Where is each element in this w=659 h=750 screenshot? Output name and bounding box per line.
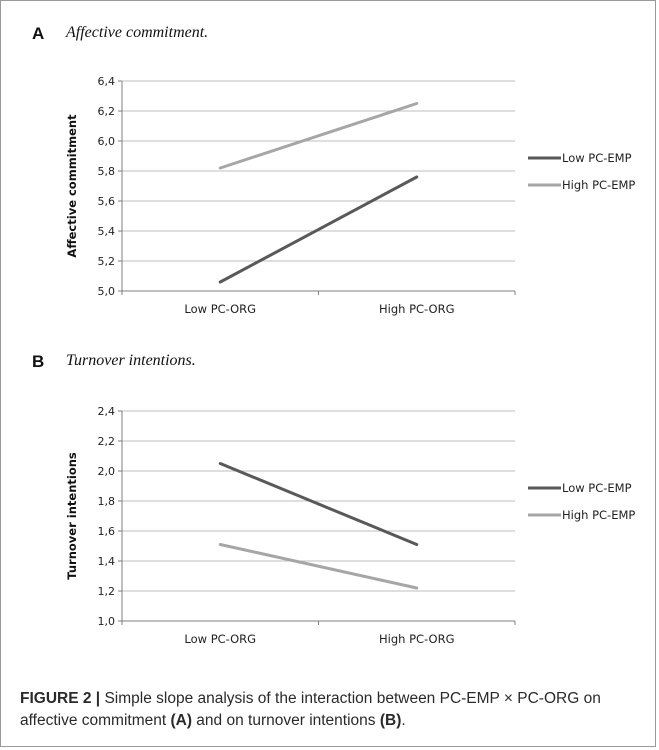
caption-text-3: .: [401, 712, 406, 729]
y-tick-label: 1,2: [98, 585, 116, 598]
chart-turnover-intentions: 1,0 1,2 1,4 1,6 1,8 2,0 2,2 2,4 Low PC-ORG High P…: [65, 405, 635, 646]
figure-caption: FIGURE 2 | Simple slope analysis of the …: [20, 688, 640, 732]
caption-ref-b: (B): [379, 712, 402, 729]
legend-label: Low PC-EMP: [562, 151, 632, 165]
y-tick-label: 6,0: [98, 135, 116, 148]
panel-a-letter: A: [32, 24, 45, 43]
y-tick-label: 2,0: [98, 465, 116, 478]
panel-b-letter: B: [32, 352, 45, 371]
y-tick-label: 6,2: [98, 105, 116, 118]
x-tick-label: High PC-ORG: [379, 302, 454, 316]
y-axis-label: Turnover intentions: [65, 452, 79, 580]
y-tick-label: 5,6: [98, 195, 116, 208]
caption-ref-a: (A): [170, 712, 192, 729]
y-tick-label: 1,4: [98, 555, 116, 568]
series-line-high-pc-emp: [218, 102, 419, 170]
series-line-low-pc-emp: [218, 462, 419, 546]
caption-text-1: Simple slope analysis of the interaction…: [20, 690, 601, 729]
y-tick-label: 5,8: [98, 165, 116, 178]
panel-a-title: Affective commitment.: [66, 24, 209, 41]
y-tick-label: 1,8: [98, 495, 116, 508]
y-tick-label: 6,4: [98, 75, 116, 88]
x-tick-label: High PC-ORG: [379, 632, 454, 646]
x-tick-label: Low PC-ORG: [184, 302, 256, 316]
y-tick-label: 5,2: [98, 255, 116, 268]
panel-b-title: Turnover intentions.: [66, 352, 196, 369]
y-tick-label: 1,0: [98, 615, 116, 628]
caption-text-2: and on turnover intentions: [192, 712, 380, 729]
legend-label: High PC-EMP: [562, 178, 635, 192]
y-axis-label: Affective commitment: [65, 114, 79, 258]
chart-affective-commitment: 5,0 5,2 5,4 5,6 5,8 6,0 6,2 6,4 Low PC-ORG High P…: [65, 75, 635, 316]
series-line-low-pc-emp: [218, 175, 419, 284]
y-tick-label: 1,6: [98, 525, 116, 538]
y-tick-label: 5,4: [98, 225, 116, 238]
y-tick-label: 5,0: [98, 285, 116, 298]
x-tick-label: Low PC-ORG: [184, 632, 256, 646]
y-tick-label: 2,2: [98, 435, 116, 448]
legend-label: Low PC-EMP: [562, 481, 632, 495]
y-tick-label: 2,4: [98, 405, 116, 418]
series-line-high-pc-emp: [218, 543, 419, 590]
caption-label: FIGURE 2 |: [20, 690, 101, 707]
legend-label: High PC-EMP: [562, 508, 635, 522]
